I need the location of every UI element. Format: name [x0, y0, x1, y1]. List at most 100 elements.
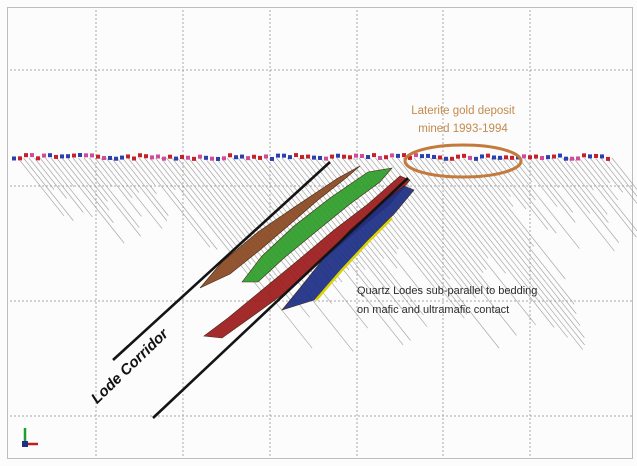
drillhole-collar	[576, 156, 580, 161]
drillhole-collar	[348, 155, 352, 160]
drillhole-trace	[100, 157, 133, 199]
view-frame	[7, 7, 633, 459]
drillhole-collar	[180, 154, 184, 159]
drillhole-trace	[408, 157, 489, 259]
drillhole-trace	[50, 157, 75, 188]
drillhole-collar	[24, 153, 28, 158]
drillhole-collar	[150, 155, 154, 160]
drillhole-collar	[504, 155, 508, 160]
drillhole-collar	[210, 156, 214, 161]
drillhole-trace	[94, 157, 142, 217]
drillhole-collar	[396, 153, 400, 158]
drillhole-trace	[34, 157, 67, 199]
drillhole-collar	[60, 154, 64, 159]
drillhole-trace	[600, 157, 637, 204]
drillhole-trace	[287, 157, 391, 288]
drillhole-collar	[90, 153, 94, 158]
lodes-label-line2: on mafic and ultramafic contact	[357, 304, 510, 316]
drillhole-collar	[564, 156, 568, 161]
drillhole-collar	[390, 153, 394, 158]
drillhole-collar	[30, 153, 34, 158]
drillhole-trace	[446, 157, 581, 326]
drillhole-trace	[457, 157, 575, 305]
drillhole-trace	[67, 157, 110, 211]
drillhole-collar	[126, 154, 130, 159]
drillhole-collar	[450, 156, 454, 161]
drillhole-trace	[567, 157, 594, 191]
drillhole-collar	[318, 155, 322, 160]
drillhole-trace	[562, 157, 608, 215]
drillhole-collar	[216, 156, 220, 161]
drillhole-trace	[248, 157, 325, 253]
drillhole-trace	[23, 157, 74, 221]
quartz-lodes-callout: Quartz Lodes sub-parallel to bedding on …	[357, 282, 597, 320]
drillhole-collar	[144, 154, 148, 159]
drillhole-trace	[606, 157, 637, 197]
drillhole-collar	[330, 154, 334, 159]
drillhole-trace	[518, 157, 558, 207]
drillhole-trace	[468, 157, 566, 280]
drillhole-trace	[584, 157, 619, 201]
drillhole-trace	[402, 157, 536, 326]
drillhole-collar	[594, 153, 598, 158]
drillhole-collar	[252, 154, 256, 159]
drillhole-trace	[463, 157, 535, 247]
drillhole-collar	[558, 153, 562, 158]
drillhole-trace	[611, 157, 637, 191]
drillhole-collar	[54, 154, 58, 159]
drillhole-trace	[551, 157, 620, 243]
drillhole-collar	[372, 153, 376, 158]
drillhole-collar	[138, 153, 142, 158]
drillhole-trace	[430, 157, 584, 350]
drillhole-trace	[28, 157, 55, 190]
drillhole-collar	[288, 155, 292, 160]
drillhole-trace	[149, 157, 176, 191]
drillhole-trace	[391, 157, 484, 273]
drillhole-trace	[540, 157, 615, 252]
drillhole-trace	[325, 157, 399, 250]
drillhole-trace	[419, 157, 555, 328]
drillhole-trace	[424, 157, 568, 338]
drillhole-collar	[36, 156, 40, 161]
axis-triad-icon	[22, 428, 38, 447]
drillhole-collar	[156, 154, 160, 159]
drillhole-trace	[105, 157, 163, 229]
drillhole-collar	[222, 156, 226, 161]
deposit-label-line2: mined 1993-1994	[418, 123, 508, 135]
drillhole-collar	[186, 155, 190, 160]
drillhole-collar	[444, 156, 448, 161]
laterite-deposit-callout: Laterite gold deposit mined 1993-1994	[398, 102, 528, 138]
drillhole-collar	[246, 156, 250, 161]
drillhole-trace	[177, 157, 294, 305]
drillhole-collar	[462, 153, 466, 158]
drillhole-trace	[573, 157, 637, 238]
drillhole-collar	[234, 155, 238, 160]
drillhole-trace	[347, 157, 500, 349]
drillhole-trace	[490, 157, 549, 230]
drillhole-trace	[122, 157, 169, 216]
drillhole-collar	[258, 155, 262, 160]
drillhole-collar	[276, 153, 280, 158]
drillhole-collar	[498, 155, 502, 160]
drillhole-collar	[240, 154, 244, 159]
deposit-label-line1: Laterite gold deposit	[411, 105, 515, 117]
drillhole-collar	[162, 156, 166, 161]
drillhole-trace	[155, 157, 263, 293]
drillhole-collar	[378, 155, 382, 160]
drillhole-trace	[545, 157, 591, 214]
drillhole-trace	[116, 157, 168, 221]
drillhole-trace	[523, 157, 576, 223]
drillhole-trace	[72, 157, 108, 202]
drillhole-collar	[108, 155, 112, 160]
drillhole-collar	[600, 154, 604, 159]
drillhole-collar	[192, 156, 196, 161]
lodes-label-line1: Quartz Lodes sub-parallel to bedding	[357, 285, 538, 297]
drillhole-collar	[360, 154, 364, 159]
lode-green	[241, 167, 393, 283]
drillhole-trace	[556, 157, 609, 223]
drillhole-collar	[306, 154, 310, 159]
drillhole-collar	[18, 156, 22, 161]
drillhole-trace	[61, 157, 114, 223]
drillhole-collar	[522, 154, 526, 159]
drillhole-trace	[595, 157, 623, 193]
